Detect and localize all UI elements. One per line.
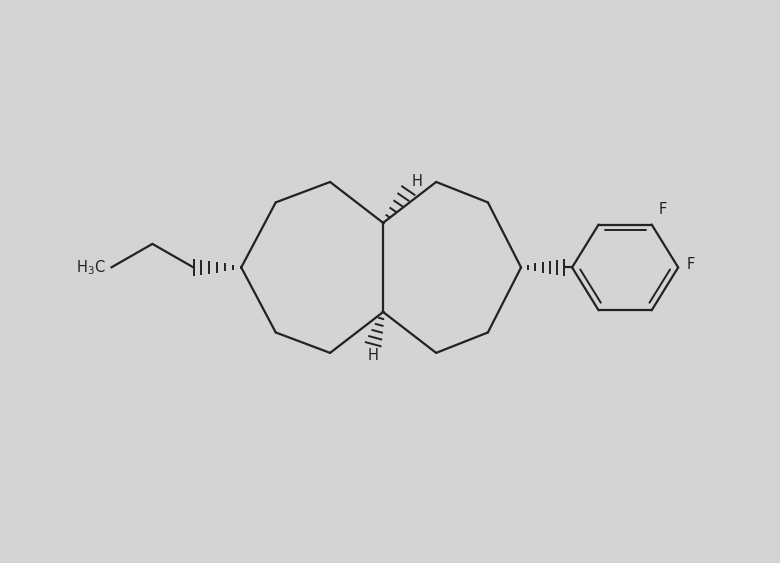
- Text: H$_3$C: H$_3$C: [76, 258, 106, 277]
- Text: H: H: [367, 348, 378, 363]
- Text: F: F: [658, 202, 667, 217]
- Text: H: H: [412, 174, 423, 189]
- Text: F: F: [686, 257, 694, 272]
